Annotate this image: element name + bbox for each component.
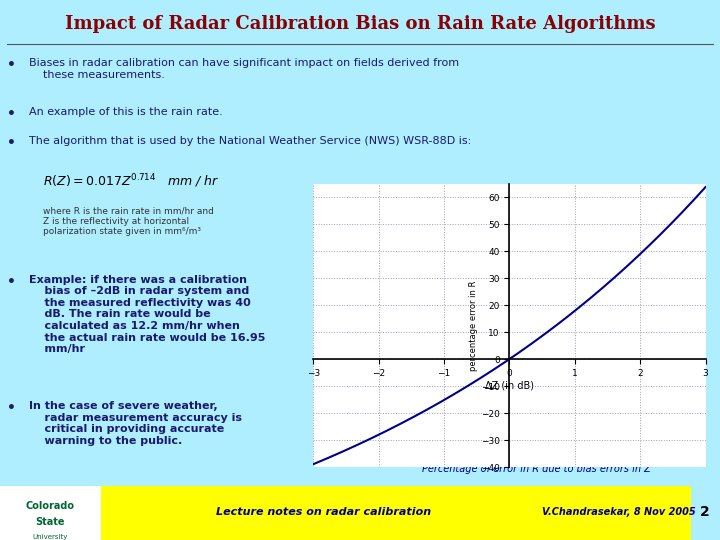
Text: In the case of severe weather,
    radar measurement accuracy is
    critical in: In the case of severe weather, radar mea… (29, 401, 242, 446)
Text: •: • (7, 107, 16, 121)
Text: Example: if there was a calibration
    bias of –2dB in radar system and
    the: Example: if there was a calibration bias… (29, 275, 265, 354)
Text: •: • (7, 58, 16, 72)
Text: Percentage of error in R due to bias errors in Z: Percentage of error in R due to bias err… (422, 464, 651, 474)
Text: •: • (7, 136, 16, 150)
Text: University: University (32, 534, 68, 539)
Text: The algorithm that is used by the National Weather Service (NWS) WSR-88D is:: The algorithm that is used by the Nation… (29, 136, 471, 146)
Y-axis label: percentage error in R: percentage error in R (469, 280, 478, 370)
Text: •: • (7, 275, 16, 288)
Text: V.Chandrasekar, 8 Nov 2005: V.Chandrasekar, 8 Nov 2005 (542, 507, 696, 517)
Text: 2: 2 (699, 505, 709, 519)
FancyBboxPatch shape (547, 486, 691, 540)
Text: •: • (7, 401, 16, 415)
Text: Biases in radar calibration can have significant impact on fields derived from
 : Biases in radar calibration can have sig… (29, 58, 459, 80)
FancyBboxPatch shape (101, 486, 547, 540)
Text: Impact of Radar Calibration Bias on Rain Rate Algorithms: Impact of Radar Calibration Bias on Rain… (65, 15, 655, 32)
Text: $R(Z) = 0.017Z^{0.714}$   mm / hr: $R(Z) = 0.017Z^{0.714}$ mm / hr (43, 172, 220, 190)
Text: State: State (36, 517, 65, 528)
Text: Lecture notes on radar calibration: Lecture notes on radar calibration (217, 507, 431, 517)
X-axis label: ΔZ (in dB): ΔZ (in dB) (485, 381, 534, 390)
FancyBboxPatch shape (0, 486, 101, 540)
Text: An example of this is the rain rate.: An example of this is the rain rate. (29, 107, 222, 117)
Text: Colorado: Colorado (26, 501, 75, 511)
Text: where R is the rain rate in mm/hr and
Z is the reflectivity at horizontal
polari: where R is the rain rate in mm/hr and Z … (43, 206, 214, 237)
